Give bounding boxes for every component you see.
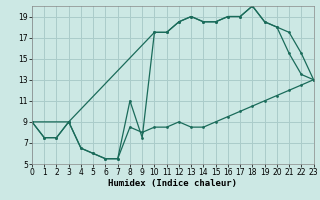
X-axis label: Humidex (Indice chaleur): Humidex (Indice chaleur) <box>108 179 237 188</box>
